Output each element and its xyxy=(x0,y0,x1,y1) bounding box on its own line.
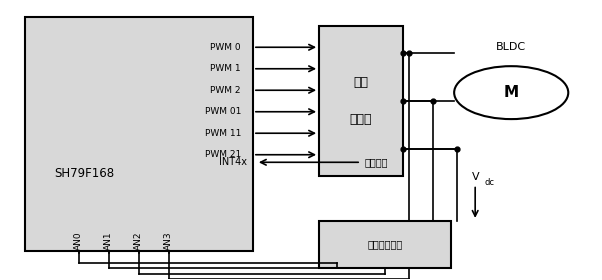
Text: PWM 21: PWM 21 xyxy=(205,150,241,159)
Text: AN3: AN3 xyxy=(164,232,173,250)
Text: M: M xyxy=(504,85,519,100)
Text: AN2: AN2 xyxy=(134,232,143,250)
Text: AN1: AN1 xyxy=(104,232,113,250)
Text: 逆变桥: 逆变桥 xyxy=(350,113,372,125)
Text: 调速信号: 调速信号 xyxy=(364,157,388,167)
Text: PWM 2: PWM 2 xyxy=(211,86,241,95)
Circle shape xyxy=(454,66,568,119)
Bar xyxy=(319,26,403,176)
Text: BLDC: BLDC xyxy=(496,42,526,52)
Text: AN0: AN0 xyxy=(74,232,83,250)
Bar xyxy=(25,17,253,251)
Text: V: V xyxy=(472,172,480,182)
Text: 电阻分压电路: 电阻分压电路 xyxy=(367,239,403,249)
Text: SH79F168: SH79F168 xyxy=(55,167,115,180)
Bar xyxy=(319,221,451,268)
Text: 三相: 三相 xyxy=(353,76,368,89)
Text: PWM 0: PWM 0 xyxy=(210,43,241,52)
Text: PWM 11: PWM 11 xyxy=(205,129,241,138)
Text: INT4x: INT4x xyxy=(219,157,247,167)
Text: dc: dc xyxy=(484,178,494,187)
Text: PWM 1: PWM 1 xyxy=(210,64,241,73)
Text: PWM 01: PWM 01 xyxy=(205,107,241,116)
